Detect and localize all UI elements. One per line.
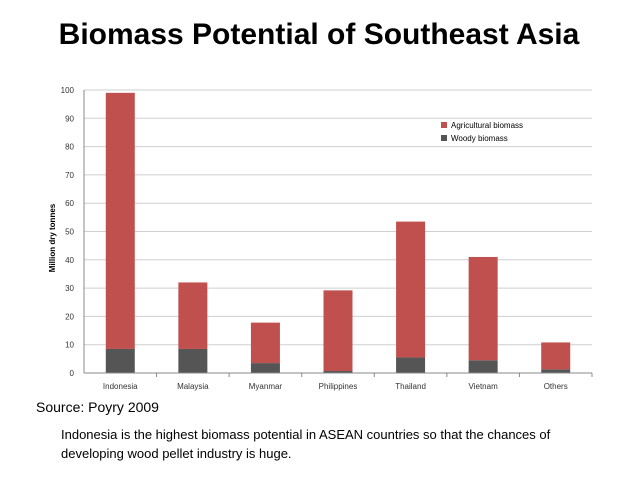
bar-woody-biomass: [105, 348, 135, 373]
y-tick-label: 30: [65, 284, 74, 293]
bar-agricultural-biomass: [105, 92, 135, 349]
y-tick-label: 10: [65, 341, 74, 350]
y-tick-label: 80: [65, 143, 74, 152]
bar-woody-biomass: [250, 363, 280, 373]
y-axis-label: Million dry tonnes: [48, 203, 57, 272]
x-tick-label: Thailand: [395, 382, 426, 391]
x-axis: Indonesia Malaysia Myanmar Philippines Thail…: [84, 372, 593, 391]
y-tick-label: 0: [70, 369, 75, 378]
bars: [105, 92, 571, 373]
bar-agricultural-biomass: [396, 221, 426, 358]
bar-woody-biomass: [541, 369, 571, 373]
stacked-bar-chart: 0 10 20 30 40 50 60 70 80 90 100 Indonesia Malaysia…: [48, 86, 593, 391]
y-tick-label: 50: [65, 228, 74, 237]
caption-text: Indonesia is the highest biomass potenti…: [61, 427, 551, 461]
bar-woody-biomass: [178, 348, 208, 373]
legend-swatch: [441, 122, 447, 128]
slide-title: Biomass Potential of Southeast Asia: [58, 18, 580, 51]
x-tick-label: Philippines: [319, 382, 358, 391]
y-axis: 0 10 20 30 40 50 60 70 80 90 100: [61, 86, 85, 378]
legend-label: Agricultural biomass: [451, 121, 523, 130]
bar-agricultural-biomass: [178, 282, 208, 349]
bar-agricultural-biomass: [468, 256, 498, 361]
bar-agricultural-biomass: [250, 322, 280, 364]
source-text: Source: Poyry 2009: [36, 399, 159, 415]
y-tick-label: 40: [65, 256, 74, 265]
bar-agricultural-biomass: [323, 290, 353, 372]
y-tick-label: 100: [61, 86, 75, 95]
bar-woody-biomass: [468, 360, 498, 373]
gridlines: [84, 89, 592, 374]
x-tick-label: Indonesia: [103, 382, 138, 391]
x-tick-label: Others: [544, 382, 568, 391]
bar-woody-biomass: [323, 371, 353, 373]
y-tick-label: 70: [65, 171, 74, 180]
legend: Agricultural biomass Woody biomass: [441, 121, 523, 143]
bar-woody-biomass: [396, 357, 426, 373]
y-tick-label: 60: [65, 199, 74, 208]
y-tick-label: 90: [65, 114, 74, 123]
y-tick-label: 20: [65, 312, 74, 321]
bar-agricultural-biomass: [541, 342, 571, 370]
x-tick-label: Vietnam: [469, 382, 499, 391]
x-tick-label: Malaysia: [177, 382, 209, 391]
legend-swatch: [441, 135, 447, 141]
x-tick-label: Myanmar: [249, 382, 283, 391]
legend-label: Woody biomass: [451, 134, 508, 143]
